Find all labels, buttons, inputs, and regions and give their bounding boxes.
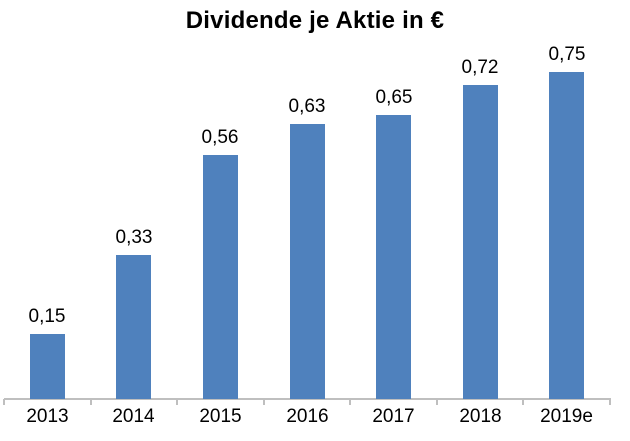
x-axis-tick [435,399,438,405]
x-axis-label-2016: 2016 [286,406,329,427]
x-axis-label-2015: 2015 [199,406,242,427]
value-label-2016: 0,63 [288,96,326,117]
bar-2019e [549,72,584,399]
bar-2016 [290,124,325,399]
value-label-2013: 0,15 [28,306,66,327]
value-label-2014: 0,33 [115,227,153,248]
chart-title: Dividende je Aktie in € [185,7,445,34]
x-axis-label-2018: 2018 [459,406,502,427]
bar-2018 [463,85,498,399]
x-axis-label-2019e: 2019e [540,406,593,427]
bar-2015 [203,155,238,399]
value-label-2015: 0,56 [201,127,239,148]
bar-2017 [376,115,411,399]
value-label-2018: 0,72 [461,57,499,78]
bar-2014 [116,255,151,399]
x-axis-line [4,398,611,400]
value-label-2017: 0,65 [375,87,413,108]
x-axis-tick [89,399,92,405]
x-axis-label-2014: 2014 [112,406,155,427]
value-label-2019e: 0,75 [548,44,586,65]
x-axis-tick [176,399,179,405]
x-axis-label-2013: 2013 [26,406,69,427]
x-axis-tick [522,399,525,405]
x-axis-tick [262,399,265,405]
x-axis-label-2017: 2017 [372,406,415,427]
x-axis-tick [349,399,352,405]
x-axis-tick [3,399,5,405]
x-axis-tick [609,399,611,405]
bar-2013 [30,334,65,399]
